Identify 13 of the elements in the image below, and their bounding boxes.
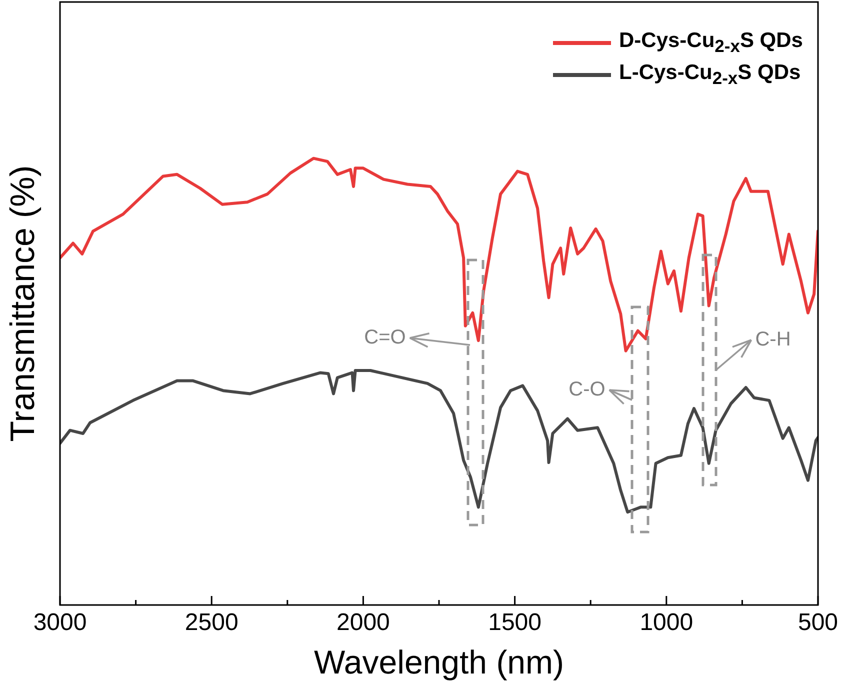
x-tick-label: 2000 <box>336 609 390 636</box>
annotation: C-O <box>568 378 606 401</box>
y-axis-title: Transmittance (%) <box>4 165 42 442</box>
x-tick-label: 3000 <box>33 609 87 636</box>
x-tick-label: 1500 <box>488 609 542 636</box>
legend-label: D-Cys-Cu$_{2-x}$S QDs <box>619 28 803 58</box>
x-tick-label: 500 <box>798 609 838 636</box>
annotation: C-H <box>755 328 791 351</box>
x-tick-label: 1000 <box>640 609 694 636</box>
x-tick-label: 2500 <box>184 609 238 636</box>
legend-label: L-Cys-Cu$_{2-x}$S QDs <box>619 60 801 90</box>
annotation: C=O <box>364 326 406 349</box>
x-axis-title: Wavelength (nm) <box>314 643 564 680</box>
